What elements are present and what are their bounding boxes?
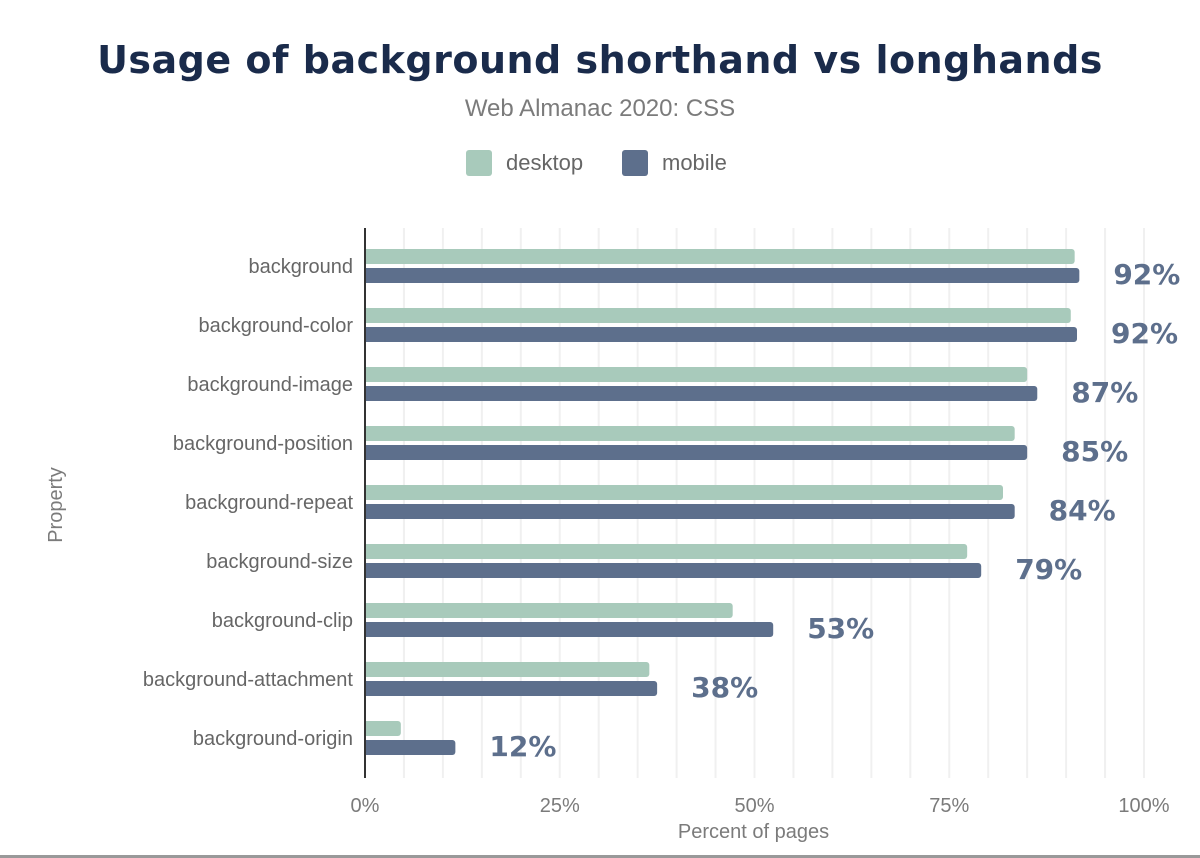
legend-label-mobile: mobile [662,150,727,175]
category-label: background [248,256,353,278]
legend-item-mobile: mobile [622,150,727,176]
bar-mobile [365,386,1038,401]
data-label: 53% [807,612,874,645]
bar-desktop [364,662,650,677]
x-tick-label: 0% [351,795,380,817]
x-tick-label: 75% [929,795,969,817]
bar-mobile [365,740,456,755]
legend-swatch-mobile [622,150,648,176]
bar-mobile [365,327,1078,342]
bar-desktop [365,367,1028,382]
bar-mobile [365,563,982,578]
bottom-border [0,855,1200,858]
data-label: 84% [1049,494,1116,527]
x-tick-label: 25% [540,795,580,817]
category-label: background-size [206,551,353,573]
y-axis-title: Property [45,467,67,543]
bar-desktop [365,603,733,618]
bar-desktop [365,721,401,736]
category-label: background-color [198,315,353,337]
bar-desktop [364,308,1071,323]
bar-mobile [365,445,1028,460]
category-label: background-clip [212,610,353,632]
legend-swatch-desktop [466,150,492,176]
data-label: 92% [1111,317,1178,350]
x-tick-label: 100% [1118,795,1169,817]
x-tick-label: 50% [734,795,774,817]
legend-item-desktop: desktop [466,150,583,176]
bar-mobile [365,681,658,696]
data-label: 38% [691,671,758,704]
category-label: background-position [173,433,353,455]
data-label: 85% [1061,435,1128,468]
chart-subtitle: Web Almanac 2020: CSS [464,95,736,122]
category-label: background-attachment [143,669,354,691]
bar-desktop [365,485,1004,500]
category-label: background-repeat [185,492,353,514]
bar-mobile [365,622,774,637]
legend-label-desktop: desktop [506,150,584,175]
bar-desktop [365,426,1015,441]
x-axis-title: Percent of pages [678,821,829,843]
category-label: background-image [187,374,353,396]
chart-title: Usage of background shorthand vs longhan… [97,38,1103,82]
bar-mobile [365,504,1015,519]
data-label: 92% [1113,258,1180,291]
category-label: background-origin [193,728,353,750]
data-label: 79% [1015,553,1082,586]
bar-desktop [365,544,968,559]
data-label: 87% [1071,376,1138,409]
bar-mobile [365,268,1080,283]
data-label: 12% [489,730,556,763]
bar-desktop [364,249,1075,264]
